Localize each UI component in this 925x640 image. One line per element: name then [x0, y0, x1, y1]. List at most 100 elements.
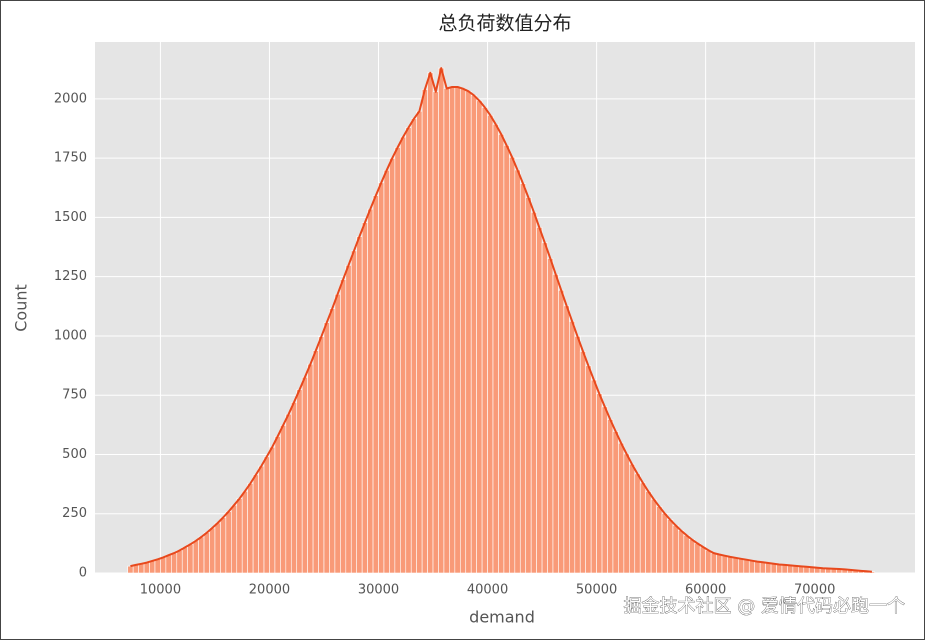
bar — [459, 88, 467, 574]
density-line — [130, 67, 872, 573]
bar — [732, 557, 739, 574]
bar — [432, 91, 439, 574]
bar — [127, 565, 134, 574]
bar — [612, 431, 619, 574]
y-tick-label: 2000 — [54, 91, 87, 106]
y-tick-label: 250 — [62, 506, 87, 521]
bar — [770, 563, 777, 574]
bar — [296, 389, 303, 574]
bar — [367, 208, 374, 574]
bar — [165, 554, 172, 574]
bar — [492, 123, 499, 574]
bar — [405, 127, 412, 574]
bar — [645, 491, 652, 574]
bar — [656, 506, 663, 574]
y-tick-label: 1750 — [54, 151, 87, 166]
bar — [552, 274, 559, 574]
bar — [541, 242, 548, 574]
bar — [705, 549, 712, 574]
bar — [509, 156, 516, 574]
bar — [449, 86, 456, 574]
bar — [329, 308, 336, 574]
bar — [356, 236, 363, 574]
y-tick-label: 1250 — [54, 269, 87, 284]
watermark: 掘金技术社区 @ 爱情代码必跑一个 — [624, 596, 905, 617]
bar — [607, 419, 614, 574]
bar — [361, 222, 368, 574]
bar — [574, 336, 581, 574]
y-tick-label: 1000 — [54, 328, 87, 343]
bar — [629, 463, 636, 574]
bar — [187, 544, 194, 574]
y-tick-label: 0 — [79, 566, 87, 581]
bar — [236, 498, 243, 574]
bar — [345, 265, 352, 574]
bar — [639, 482, 646, 574]
bar — [410, 118, 417, 574]
x-tick-label: 20000 — [249, 583, 290, 598]
bar — [323, 322, 330, 574]
bar — [258, 465, 265, 574]
bar — [596, 393, 603, 574]
bar — [394, 147, 401, 574]
bar — [748, 560, 756, 574]
bar — [263, 456, 270, 574]
bar — [781, 564, 788, 574]
bar — [618, 442, 625, 574]
x-axis-label: demand — [469, 608, 535, 627]
bar — [710, 552, 717, 574]
x-tick-label: 70000 — [794, 583, 835, 598]
bar — [154, 558, 161, 574]
bar — [519, 183, 527, 574]
bar — [269, 446, 276, 574]
bar — [443, 88, 450, 574]
bar — [470, 95, 477, 574]
bar — [220, 517, 227, 574]
bar — [569, 320, 576, 574]
bar — [378, 182, 385, 574]
bar — [476, 100, 483, 574]
bar — [563, 305, 570, 574]
x-tick-label: 40000 — [467, 583, 508, 598]
bar — [465, 91, 472, 574]
bar — [699, 546, 706, 574]
bar — [650, 498, 657, 574]
y-axis-label: Count — [12, 284, 31, 332]
bar — [252, 474, 259, 574]
bar — [590, 379, 597, 574]
bar — [672, 525, 679, 574]
y-tick-label: 750 — [62, 388, 87, 403]
bar — [454, 86, 461, 574]
bar — [389, 158, 396, 574]
bar — [176, 550, 183, 574]
bar — [231, 504, 238, 574]
bar — [776, 564, 783, 574]
bar — [438, 67, 445, 574]
bar — [318, 336, 325, 574]
x-tick-label: 10000 — [140, 583, 181, 598]
bar — [558, 289, 565, 574]
bar — [203, 532, 210, 574]
bar — [171, 552, 178, 574]
bar — [307, 363, 314, 574]
bar — [209, 527, 216, 574]
y-tick-label: 500 — [62, 447, 87, 462]
bar — [290, 402, 298, 574]
bar — [721, 555, 728, 574]
bar — [383, 169, 390, 574]
bar — [585, 365, 592, 574]
bar — [427, 72, 434, 574]
bar — [225, 511, 232, 574]
bar — [765, 562, 772, 574]
bar — [280, 425, 287, 574]
bar — [181, 547, 188, 574]
bar — [372, 195, 379, 574]
bar — [759, 562, 766, 574]
bar — [198, 536, 205, 574]
bar — [754, 561, 761, 574]
bar — [247, 483, 254, 574]
bar — [716, 554, 723, 574]
bar — [601, 406, 608, 574]
bar — [623, 453, 630, 574]
